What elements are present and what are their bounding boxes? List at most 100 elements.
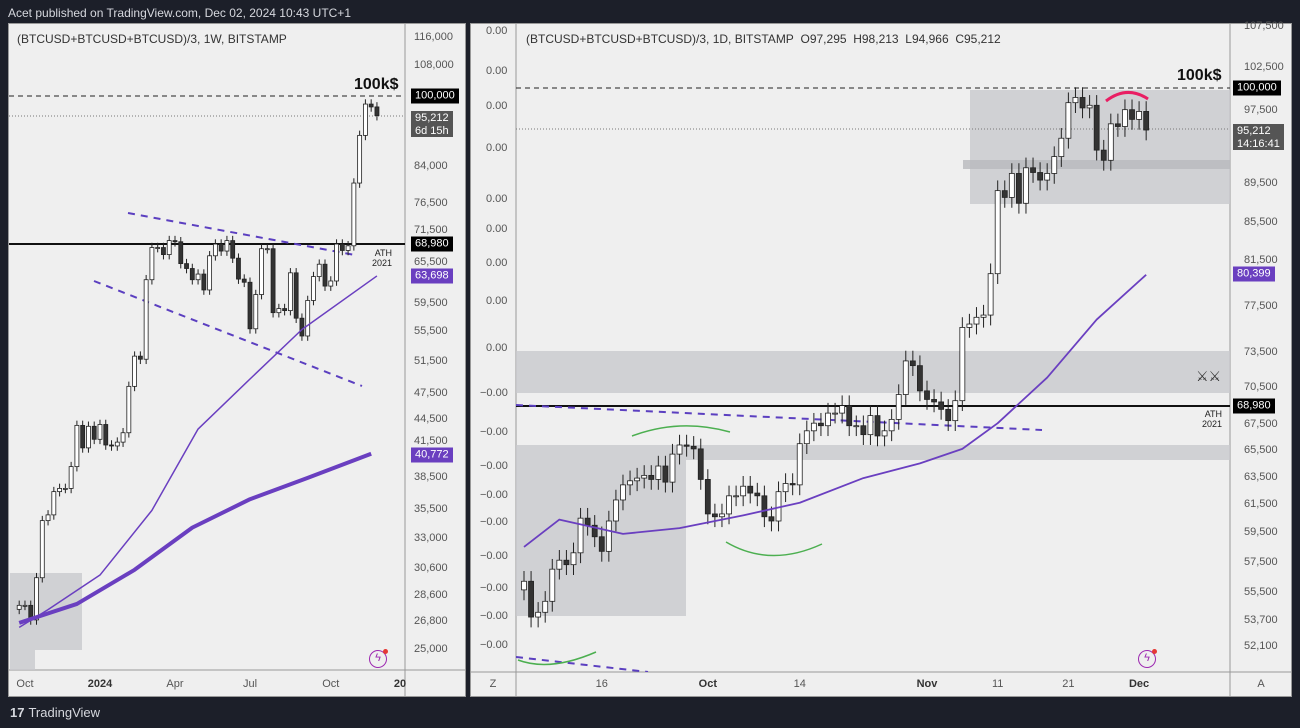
- candle[interactable]: [634, 477, 641, 482]
- candle[interactable]: [535, 611, 542, 618]
- candle[interactable]: [867, 415, 874, 436]
- candle[interactable]: [80, 424, 86, 449]
- candle[interactable]: [299, 317, 305, 337]
- lightning-icon[interactable]: ϟ: [369, 649, 388, 668]
- candle[interactable]: [339, 243, 345, 251]
- candle[interactable]: [945, 408, 952, 422]
- candle[interactable]: [132, 355, 138, 387]
- candle[interactable]: [924, 390, 930, 400]
- candle[interactable]: [39, 520, 45, 579]
- green-arc[interactable]: [631, 425, 731, 437]
- candle[interactable]: [45, 514, 51, 522]
- candle[interactable]: [97, 424, 103, 440]
- candle[interactable]: [902, 360, 909, 395]
- candle[interactable]: [57, 488, 62, 493]
- candle[interactable]: [328, 280, 334, 287]
- candle[interactable]: [577, 517, 584, 554]
- candle[interactable]: [161, 247, 166, 256]
- candle[interactable]: [768, 516, 775, 522]
- candle[interactable]: [584, 517, 591, 526]
- candle[interactable]: [1143, 111, 1150, 131]
- candle[interactable]: [230, 240, 236, 259]
- candle[interactable]: [172, 240, 178, 243]
- candle[interactable]: [16, 604, 22, 610]
- candle[interactable]: [789, 483, 796, 486]
- tradingview-logo[interactable]: 17 TradingView: [10, 705, 101, 720]
- auto-scale-z-button[interactable]: Z: [489, 678, 497, 690]
- candle[interactable]: [987, 273, 994, 316]
- candle[interactable]: [218, 243, 224, 252]
- candle[interactable]: [368, 103, 374, 108]
- candle[interactable]: [74, 424, 80, 468]
- candle[interactable]: [1072, 97, 1079, 104]
- candle[interactable]: [126, 385, 132, 434]
- candle[interactable]: [334, 243, 339, 282]
- candle[interactable]: [839, 405, 846, 414]
- candle[interactable]: [563, 559, 570, 566]
- candle[interactable]: [938, 401, 945, 410]
- candle[interactable]: [888, 418, 895, 432]
- candle[interactable]: [994, 190, 1001, 275]
- candle[interactable]: [253, 294, 259, 330]
- candle[interactable]: [818, 422, 824, 427]
- candle[interactable]: [316, 263, 322, 277]
- candle[interactable]: [810, 422, 817, 432]
- candle[interactable]: [241, 278, 247, 283]
- candle[interactable]: [103, 424, 109, 446]
- candle[interactable]: [761, 495, 768, 518]
- candle[interactable]: [591, 524, 598, 538]
- candle[interactable]: [1107, 123, 1114, 161]
- candle[interactable]: [86, 425, 91, 449]
- candle[interactable]: [322, 263, 328, 287]
- candle[interactable]: [846, 405, 853, 427]
- candle[interactable]: [1129, 109, 1135, 120]
- candle[interactable]: [311, 276, 316, 301]
- candle[interactable]: [276, 308, 282, 314]
- candle[interactable]: [803, 430, 810, 445]
- candle[interactable]: [874, 415, 881, 437]
- candle[interactable]: [825, 412, 831, 427]
- candle[interactable]: [697, 448, 704, 480]
- candle[interactable]: [68, 466, 74, 489]
- candle[interactable]: [740, 485, 747, 497]
- candle[interactable]: [662, 465, 669, 483]
- candle[interactable]: [747, 485, 754, 494]
- candle[interactable]: [22, 604, 28, 607]
- candle[interactable]: [155, 247, 161, 249]
- candle[interactable]: [236, 257, 241, 280]
- candle[interactable]: [754, 492, 761, 497]
- zone-box[interactable]: [963, 160, 1230, 169]
- candle[interactable]: [184, 263, 189, 269]
- candle[interactable]: [247, 281, 253, 330]
- candle[interactable]: [613, 499, 619, 522]
- candle[interactable]: [556, 559, 563, 570]
- candle[interactable]: [733, 495, 739, 498]
- candle[interactable]: [357, 134, 363, 184]
- candle[interactable]: [120, 432, 126, 443]
- candle[interactable]: [137, 355, 143, 360]
- lightning-icon[interactable]: ϟ: [1138, 649, 1157, 668]
- candle[interactable]: [719, 513, 725, 518]
- zone-box[interactable]: [516, 351, 1230, 393]
- candle[interactable]: [952, 400, 959, 422]
- candle[interactable]: [1122, 109, 1128, 127]
- green-arc[interactable]: [725, 541, 823, 557]
- candle[interactable]: [270, 248, 276, 314]
- zone-box[interactable]: [10, 650, 35, 670]
- zone-box[interactable]: [516, 445, 1230, 460]
- candle[interactable]: [264, 248, 270, 251]
- candle[interactable]: [528, 580, 534, 618]
- candle[interactable]: [34, 577, 39, 621]
- moving-average-line[interactable]: [18, 275, 378, 629]
- candle[interactable]: [293, 272, 299, 319]
- candle[interactable]: [853, 425, 860, 428]
- candle[interactable]: [207, 255, 213, 291]
- candle[interactable]: [598, 536, 605, 552]
- candle[interactable]: [114, 441, 120, 447]
- candle[interactable]: [1086, 104, 1093, 109]
- candle[interactable]: [178, 241, 184, 265]
- candle[interactable]: [1037, 172, 1044, 181]
- candle[interactable]: [1065, 102, 1072, 139]
- candle[interactable]: [1079, 97, 1086, 109]
